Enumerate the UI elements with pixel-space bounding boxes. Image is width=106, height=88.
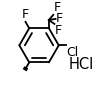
- Text: F: F: [55, 24, 62, 37]
- Text: F: F: [56, 12, 63, 25]
- Text: F: F: [22, 8, 29, 21]
- Text: Cl: Cl: [66, 46, 78, 59]
- Text: HCl: HCl: [69, 57, 94, 72]
- Text: F: F: [54, 1, 61, 15]
